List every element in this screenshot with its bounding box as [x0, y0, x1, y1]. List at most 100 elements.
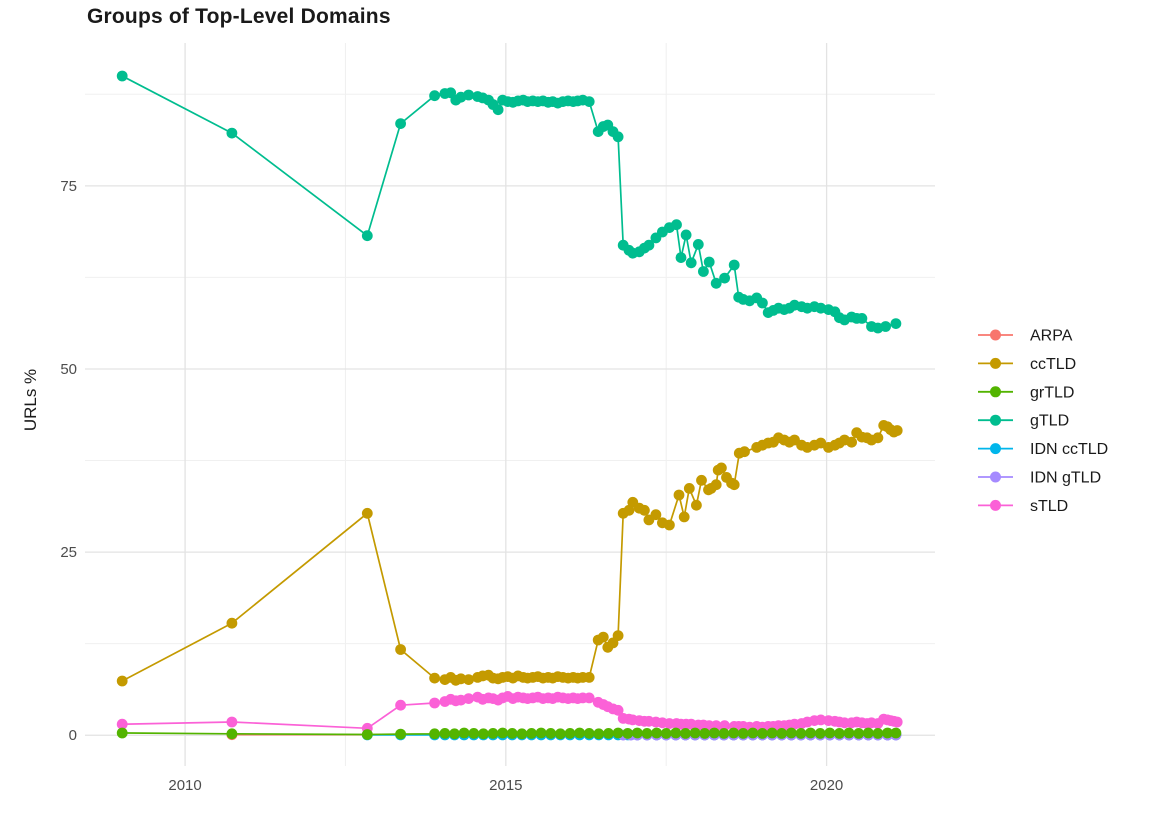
data-point	[728, 259, 740, 271]
data-point	[691, 499, 702, 511]
legend-label: IDN gTLD	[1030, 470, 1101, 487]
data-point	[880, 321, 891, 332]
data-point	[449, 728, 460, 740]
data-point	[685, 257, 697, 269]
data-point	[116, 727, 128, 739]
data-point	[612, 704, 624, 716]
legend-key-dot	[990, 471, 1001, 483]
legend-item-arpa: ARPA	[978, 328, 1073, 345]
data-point	[678, 511, 690, 523]
data-point	[757, 297, 768, 309]
data-point	[699, 728, 711, 739]
data-point	[882, 727, 893, 739]
data-point	[506, 728, 518, 739]
data-point	[463, 674, 474, 685]
data-point	[497, 727, 508, 739]
data-point	[361, 729, 373, 740]
data-point	[890, 727, 902, 739]
legend-key-dot	[990, 499, 1001, 511]
y-axis-tick-labels: 0 25 50 75	[60, 178, 77, 744]
data-point	[116, 70, 128, 82]
data-point	[545, 728, 557, 739]
chart-title: Groups of Top-Level Domains	[87, 5, 391, 28]
data-point	[468, 728, 480, 739]
data-point	[737, 728, 749, 739]
data-point	[583, 96, 595, 107]
data-point	[747, 727, 759, 739]
data-point	[776, 728, 788, 739]
data-point	[623, 504, 635, 516]
data-point	[583, 728, 595, 739]
data-point	[703, 256, 715, 268]
data-point	[670, 727, 682, 739]
data-point	[698, 266, 709, 277]
data-point	[805, 727, 816, 739]
series-line	[121, 424, 898, 682]
data-point	[555, 728, 566, 740]
data-point	[641, 728, 653, 739]
y-axis-label: URLs %	[21, 368, 40, 432]
data-point	[429, 672, 440, 684]
data-point	[597, 631, 609, 643]
data-point	[564, 728, 576, 739]
data-point	[853, 728, 865, 739]
grid-major	[85, 43, 935, 766]
y-tick-label: 75	[60, 178, 77, 195]
data-point	[650, 509, 662, 521]
data-point	[492, 104, 504, 116]
data-point	[631, 727, 643, 739]
data-point	[795, 728, 807, 739]
x-tick-label: 2010	[168, 777, 201, 794]
legend-key-dot	[990, 414, 1001, 426]
data-point	[226, 728, 238, 740]
series-gtld	[116, 70, 902, 334]
data-point	[689, 727, 701, 739]
data-point	[583, 692, 595, 704]
data-point	[487, 728, 499, 739]
x-tick-label: 2015	[489, 777, 522, 794]
data-point	[622, 728, 634, 739]
series-grtld	[116, 727, 902, 740]
data-point	[785, 727, 797, 739]
legend-label: gTLD	[1030, 413, 1069, 430]
data-point	[639, 504, 650, 516]
data-point	[463, 89, 474, 101]
x-axis-tick-labels: 2010 2015 2020	[168, 777, 843, 794]
data-point	[395, 728, 406, 740]
data-point	[728, 479, 740, 491]
data-point	[834, 728, 845, 739]
data-point	[535, 727, 547, 739]
data-point	[728, 727, 739, 739]
legend-item-stld: sTLD	[978, 498, 1068, 515]
legend-item-cctld: ccTLD	[978, 356, 1076, 373]
data-point	[739, 446, 750, 458]
legend: ARPA ccTLD grTLD gTLD IDN ccTLD IDN gTLD sTLD	[978, 328, 1108, 515]
data-point	[856, 313, 868, 324]
data-point	[429, 728, 440, 740]
data-point	[439, 728, 451, 739]
legend-key-dot	[990, 357, 1001, 369]
legend-key-dot	[990, 443, 1001, 455]
data-point	[843, 727, 855, 739]
data-point	[603, 728, 614, 739]
data-point	[680, 728, 691, 739]
data-point	[664, 519, 675, 531]
data-point	[683, 483, 695, 494]
legend-item-grtld: grTLD	[978, 384, 1074, 401]
y-tick-label: 0	[69, 727, 77, 744]
data-point	[643, 239, 655, 251]
data-point	[671, 219, 682, 231]
data-point	[226, 617, 238, 629]
data-point	[824, 727, 836, 739]
series-cctld	[116, 420, 903, 687]
data-point	[395, 118, 406, 129]
data-point	[716, 462, 727, 474]
data-point	[680, 229, 692, 241]
data-point	[846, 436, 857, 448]
legend-item-idn-gtld: IDN gTLD	[978, 470, 1101, 487]
data-point	[612, 727, 624, 739]
data-point	[463, 693, 474, 704]
data-point	[757, 728, 768, 739]
